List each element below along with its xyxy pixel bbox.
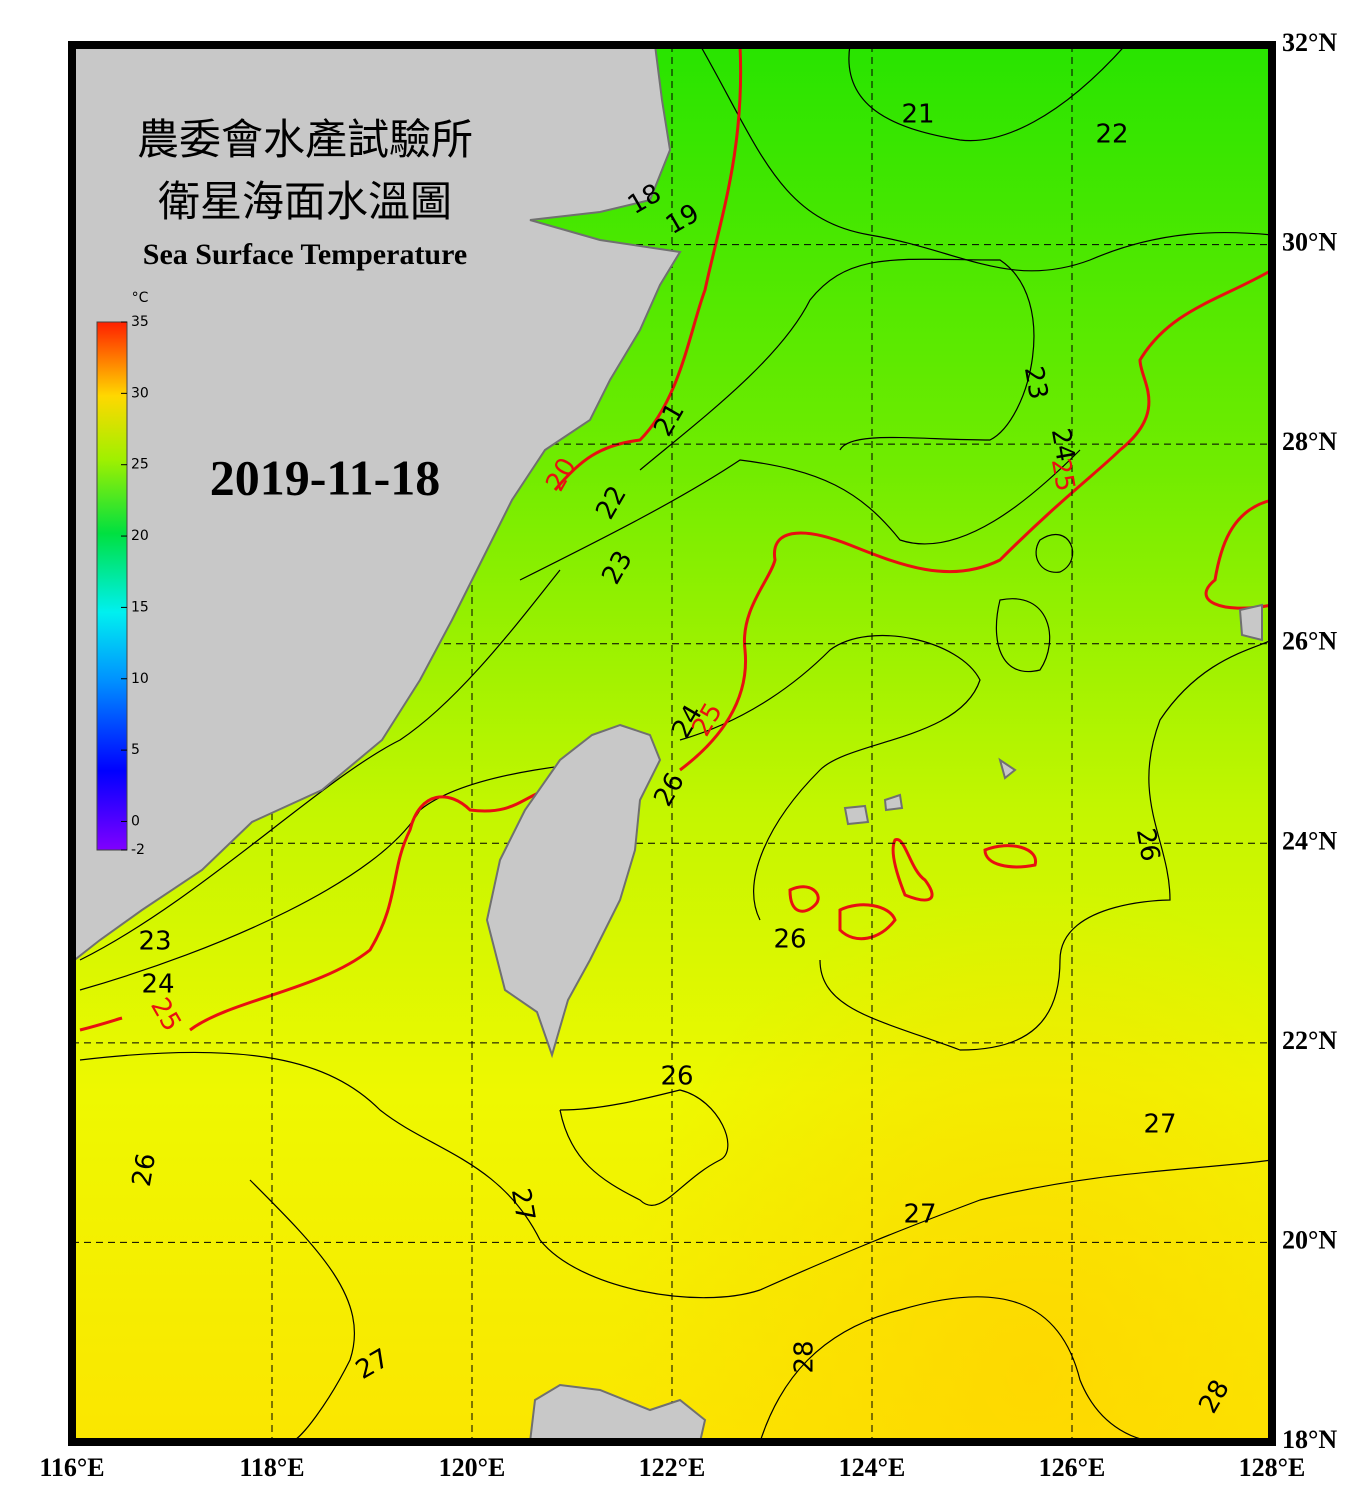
map-area: 1819212223242520212223242526232425262626… (72, 45, 1272, 1442)
isotherm-25 (838, 903, 897, 941)
lon-tick-label: 126°E (1039, 1453, 1106, 1482)
land (72, 45, 1263, 1442)
contour (519, 449, 1081, 581)
contour (1035, 533, 1074, 573)
colorbar-unit: °C (132, 290, 149, 306)
contour (559, 1089, 729, 1207)
colorbar-tick-label: 35 (131, 314, 149, 330)
colorbar-tick-label: 5 (131, 742, 140, 758)
lat-tick-label: 18°N (1282, 1425, 1337, 1454)
isotherm-25 (891, 838, 934, 902)
contour-label: 27 (1143, 1110, 1176, 1140)
subtitle: Sea Surface Temperature (143, 238, 467, 271)
contour (819, 639, 1272, 1051)
contour-label: 26 (1130, 826, 1165, 864)
isotherm-20 (553, 45, 743, 491)
isotherm-25 (983, 844, 1037, 869)
luzon (528, 1383, 707, 1442)
contour (995, 598, 1051, 673)
lat-tick-label: 24°N (1282, 826, 1337, 855)
contour-label: 23 (1018, 364, 1053, 402)
contour (79, 1051, 1272, 1299)
lon-tick-label: 120°E (439, 1453, 506, 1482)
contour-label: 26 (773, 925, 806, 955)
contour (79, 569, 561, 961)
lon-tick-label: 128°E (1239, 1453, 1306, 1482)
lat-tick-label: 20°N (1282, 1225, 1337, 1254)
isotherm-25 (79, 1016, 123, 1032)
contour-label: 22 (1095, 120, 1128, 150)
contour (249, 1179, 355, 1442)
china (72, 45, 682, 964)
title-line2: 衛星海面水溫圖 (158, 177, 452, 226)
lat-tick-label: 22°N (1282, 1026, 1337, 1055)
lat-tick-label: 28°N (1282, 427, 1337, 456)
colorbar-tick-label: 0 (131, 813, 140, 829)
contour (679, 635, 981, 921)
contour (639, 258, 1035, 471)
taiwan (485, 723, 662, 1059)
contour-label: 26 (127, 1151, 162, 1189)
contour-label: 21 (901, 100, 934, 130)
colorbar-tick-label: 25 (131, 457, 149, 473)
axes: 116°E 118°E 120°E 122°E 124°E 126°E 128°E18°N 2… (39, 28, 1337, 1482)
lat-tick-label: 26°N (1282, 627, 1337, 656)
colorbar-tick-label: 10 (131, 671, 149, 687)
colorbar (96, 321, 128, 851)
title-line1: 農委會水產試驗所 (137, 115, 473, 164)
contours (79, 45, 1272, 1442)
date: 2019-11-18 (210, 449, 441, 505)
colorbar-tick-label: -2 (131, 842, 145, 858)
colorbar-ticks: 35 30 25 20 15 10 5 0 -2 (121, 314, 149, 858)
colorbar-tick-label: 20 (131, 528, 149, 544)
contour-label: 28 (790, 1340, 820, 1373)
contour-label: 23 (138, 927, 171, 957)
lon-tick-label: 122°E (639, 1453, 706, 1482)
isotherm-25 (788, 885, 820, 913)
isotherm-25 (189, 788, 546, 1032)
colorbar-tick-label: 15 (131, 599, 149, 615)
contour (759, 1296, 1161, 1442)
isotherms-red (79, 45, 1272, 1032)
isotherm-25 (1204, 498, 1272, 610)
colorbar-tick-label: 30 (131, 385, 149, 401)
contour (848, 45, 1127, 142)
lat-tick-label: 32°N (1282, 28, 1337, 57)
contour-label: 25 (1045, 456, 1080, 494)
lon-tick-label: 124°E (839, 1453, 906, 1482)
contour-label: 24 (1045, 426, 1080, 464)
lat-tick-label: 30°N (1282, 228, 1337, 257)
contour-label: 27 (505, 1186, 540, 1224)
frame (68, 41, 1276, 1446)
lon-tick-label: 118°E (239, 1453, 304, 1482)
contour-label: 27 (903, 1200, 936, 1230)
isotherm-25 (679, 268, 1272, 772)
islands (843, 603, 1263, 826)
contour-label: 26 (660, 1062, 693, 1092)
contour-label: 24 (141, 970, 174, 1000)
lon-tick-label: 116°E (39, 1453, 104, 1482)
